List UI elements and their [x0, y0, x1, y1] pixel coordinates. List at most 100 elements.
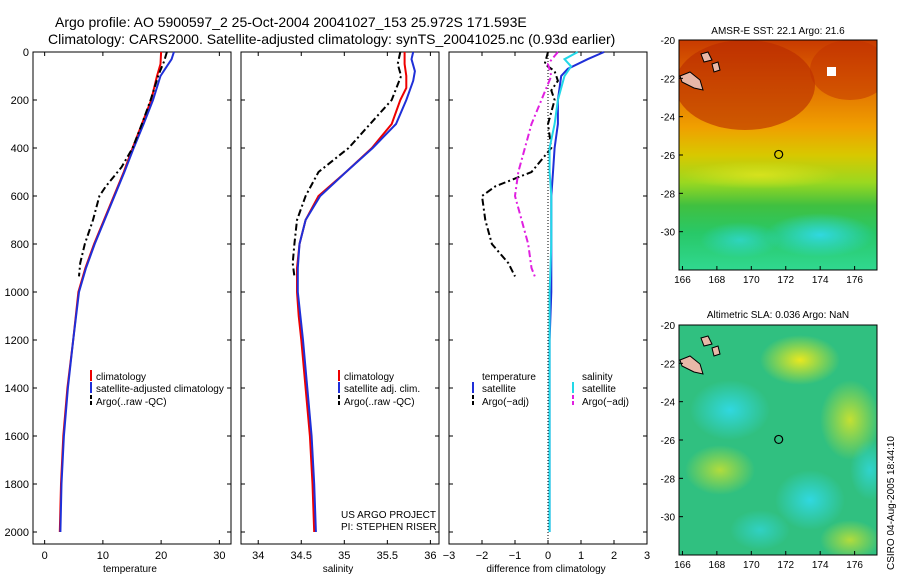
legend-diff-sal-sat-label: satellite	[582, 384, 616, 395]
sla-high-3	[685, 445, 755, 495]
legend-sal-argo-label: Argo(..raw -QC)	[344, 397, 415, 408]
map-xtick-label: 166	[674, 560, 691, 571]
temperature-plot-frame	[32, 51, 232, 545]
map-ytick-label: -28	[661, 189, 676, 200]
legend-diff-sal-argo-label: Argo(−adj)	[582, 397, 629, 408]
xtick-label: 2	[611, 550, 617, 562]
project-pi: PI: STEPHEN RISER	[341, 522, 437, 533]
sla-low-3	[850, 440, 877, 500]
legend-diff-temperature-label: temperature	[482, 372, 536, 383]
sst-warm-patch-2	[810, 40, 877, 100]
salinity-axes: 34 34.5 35 35.5 36	[241, 51, 439, 562]
series-temperature-satellite	[548, 51, 605, 532]
xtick-label: 34.5	[291, 550, 312, 562]
map-xtick-label: 174	[812, 560, 829, 571]
xtick-label: 35.5	[377, 550, 398, 562]
map-xtick-label: 174	[812, 275, 829, 286]
series-argo	[78, 51, 168, 277]
sst-map: AMSR-E SST: 22.1 Argo: 21.6 166 168 170 172…	[661, 26, 878, 286]
sla-low-2	[775, 470, 845, 530]
difference-legend: temperature satellite Argo(−adj) salinit…	[472, 372, 629, 408]
sst-map-axes: 166 168 170 172 174 176 -20 -22 -24 -26 -28 -30	[661, 36, 864, 286]
map-xtick-label: 168	[709, 560, 726, 571]
sla-map: Altimetric SLA: 0.036 Argo: NaN 166 168 17…	[661, 310, 878, 571]
map-ytick-label: -28	[661, 474, 676, 485]
ytick-label: 1400	[5, 383, 29, 395]
legend-argo-label: Argo(..raw -QC)	[96, 397, 167, 408]
sla-low-1	[690, 380, 770, 440]
xtick-label: 34	[252, 550, 264, 562]
map-ytick-label: -26	[661, 436, 676, 447]
ytick-label: 1000	[5, 287, 29, 299]
legend-diff-temp-argo-label: Argo(−adj)	[482, 397, 529, 408]
difference-xlabel: difference from climatology	[486, 564, 605, 575]
temperature-xlabel: temperature	[103, 564, 157, 575]
xtick-label: 10	[97, 550, 109, 562]
map-ytick-label: -22	[661, 74, 676, 85]
series-satellite	[296, 51, 416, 533]
xtick-label: −1	[509, 550, 522, 562]
ytick-label: 600	[11, 191, 29, 203]
sla-island-new-caledonia	[679, 355, 704, 375]
map-ytick-label: -30	[661, 228, 676, 239]
sst-warm-patch	[679, 40, 815, 130]
temperature-axes: 0 200 400 600 800 1000 1200 1400 1600 1800 2000 0 10…	[5, 47, 231, 562]
sla-map-axes: 166 168 170 172 174 176 -20 -22 -24 -26 -28 -30	[661, 321, 864, 571]
sla-high-4	[820, 520, 877, 555]
series-temperature-argo	[480, 51, 560, 277]
sst-map-title: AMSR-E SST: 22.1 Argo: 21.6	[711, 26, 845, 37]
xtick-label: −2	[476, 550, 489, 562]
xtick-label: 35	[338, 550, 350, 562]
project-name: US ARGO PROJECT	[341, 510, 436, 521]
map-ytick-label: -24	[661, 113, 676, 124]
map-ytick-label: -20	[661, 321, 676, 332]
map-xtick-label: 172	[777, 560, 794, 571]
xtick-label: 0	[545, 550, 551, 562]
map-ytick-label: -26	[661, 151, 676, 162]
xtick-label: 1	[578, 550, 584, 562]
salinity-series	[291, 51, 416, 533]
ytick-label: 1800	[5, 479, 29, 491]
map-xtick-label: 172	[777, 275, 794, 286]
xtick-label: 0	[42, 550, 48, 562]
difference-axes: −3 −2 −1 0 1 2 3	[443, 51, 650, 562]
series-satellite	[59, 51, 175, 533]
legend-sal-satellite-label: satellite adj. clim.	[344, 384, 420, 395]
series-salinity-argo	[513, 51, 559, 277]
ytick-label: 400	[11, 143, 29, 155]
sst-missing-pixel	[827, 67, 836, 76]
sla-low-4	[730, 510, 790, 550]
xtick-label: −3	[443, 550, 456, 562]
legend-climatology-label: climatology	[96, 372, 146, 383]
sla-high-2	[820, 380, 877, 460]
legend-satellite-label: satellite-adjusted climatology	[96, 384, 224, 395]
map-ytick-label: -22	[661, 359, 676, 370]
map-ytick-label: -30	[661, 513, 676, 524]
legend-sal-climatology-label: climatology	[344, 372, 394, 383]
temperature-series	[58, 51, 175, 533]
title-line-2: Climatology: CARS2000. Satellite-adjuste…	[48, 31, 615, 47]
series-salinity-satellite	[548, 51, 579, 532]
difference-series	[480, 51, 605, 532]
sst-cool-patch	[765, 213, 875, 257]
map-xtick-label: 168	[709, 275, 726, 286]
legend-diff-temp-sat-label: satellite	[482, 384, 516, 395]
map-xtick-label: 170	[743, 560, 760, 571]
map-xtick-label: 170	[743, 275, 760, 286]
map-ytick-label: -24	[661, 398, 676, 409]
ytick-label: 1600	[5, 431, 29, 443]
map-xtick-label: 166	[674, 275, 691, 286]
salinity-xlabel: salinity	[323, 564, 354, 575]
ytick-label: 0	[23, 47, 29, 59]
sla-map-title: Altimetric SLA: 0.036 Argo: NaN	[707, 310, 849, 321]
salinity-legend: climatology satellite adj. clim. Argo(..…	[338, 370, 420, 408]
side-credit: CSIRO 04-Aug-2005 18:44:10	[886, 436, 897, 570]
legend-diff-salinity-label: salinity	[582, 372, 613, 383]
sla-island-loyalty	[700, 335, 713, 347]
xtick-label: 36	[424, 550, 436, 562]
map-ytick-label: -20	[661, 36, 676, 47]
sst-yellow-patch	[680, 161, 840, 189]
ytick-label: 2000	[5, 527, 29, 539]
xtick-label: 20	[155, 550, 167, 562]
argo-location-marker	[774, 434, 784, 445]
